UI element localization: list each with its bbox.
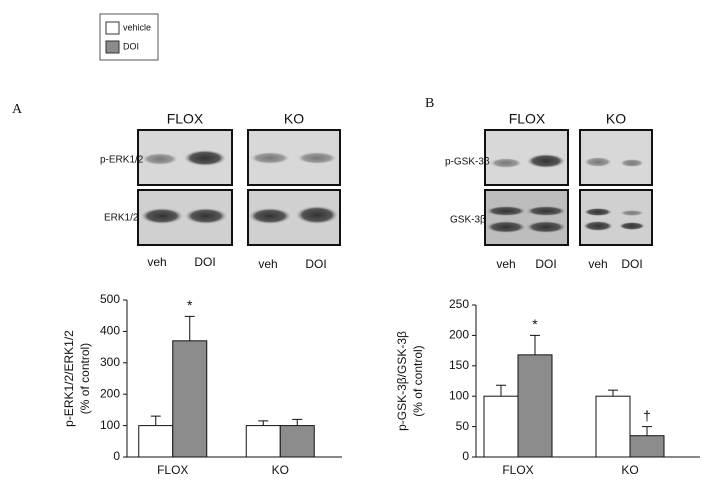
bar <box>245 425 281 458</box>
lane-label: veh <box>588 257 607 271</box>
y-axis-label: (% of control) <box>78 343 92 414</box>
y-tick-label: 500 <box>100 292 120 306</box>
error-bar <box>496 384 506 397</box>
error-bar <box>150 415 161 426</box>
y-tick-label: 400 <box>100 324 120 338</box>
panel-label: A <box>12 102 23 117</box>
legend-swatch <box>105 40 120 54</box>
band <box>619 222 645 230</box>
y-tick-label: 0 <box>113 449 120 463</box>
y-axis-label: p-ERK1/2/ERK1/2 <box>62 330 76 427</box>
blot-group-label: KO <box>284 111 304 127</box>
blot-row-label: ERK1/2 <box>104 213 139 224</box>
y-tick-label: 150 <box>449 358 469 372</box>
band <box>141 208 183 224</box>
lane-label: veh <box>258 257 277 271</box>
x-tick-label: FLOX <box>157 463 188 477</box>
blot <box>579 189 653 246</box>
legend-swatch <box>105 21 120 35</box>
legend-label: vehicle <box>123 22 151 32</box>
error-bar <box>258 420 269 426</box>
x-tick-label: KO <box>272 463 289 477</box>
lane-label: veh <box>147 255 166 269</box>
band <box>184 150 226 166</box>
bar <box>172 340 208 458</box>
band <box>490 158 522 168</box>
error-bar <box>642 426 652 436</box>
band <box>527 154 565 168</box>
blot-group-label: FLOX <box>509 111 546 127</box>
error-bar <box>530 334 540 355</box>
x-tick-label: KO <box>621 463 638 477</box>
band <box>584 157 612 167</box>
panel-label: B <box>425 96 434 111</box>
annotation: † <box>643 407 651 423</box>
band <box>296 206 338 224</box>
y-tick-label: 100 <box>449 388 469 402</box>
band <box>250 152 290 164</box>
lane-label: DOI <box>621 257 642 271</box>
lane-label: DOI <box>305 257 326 271</box>
error-bar <box>184 315 195 341</box>
bar <box>595 395 631 458</box>
bar <box>517 354 553 458</box>
x-tick-label: FLOX <box>502 463 533 477</box>
band <box>185 208 227 224</box>
error-bar <box>608 389 618 397</box>
band <box>249 208 291 224</box>
band <box>486 221 526 233</box>
blot <box>579 129 653 186</box>
bar <box>483 395 519 458</box>
lane-label: DOI <box>194 255 215 269</box>
blot-row-label: GSK-3β <box>450 215 486 226</box>
y-tick-label: 100 <box>100 418 120 432</box>
band <box>142 153 178 165</box>
annotation: * <box>187 297 193 313</box>
y-tick-label: 200 <box>449 328 469 342</box>
lane-label: veh <box>496 257 515 271</box>
band <box>526 221 566 233</box>
blot-row-label: p-GSK-3β <box>445 157 490 168</box>
blots <box>137 129 653 246</box>
y-tick-label: 50 <box>456 419 470 433</box>
lane-label: DOI <box>535 257 556 271</box>
blot-row-label: p-ERK1/2 <box>100 155 144 166</box>
y-tick-label: 200 <box>100 386 120 400</box>
y-axis-label: (% of control) <box>411 345 425 416</box>
y-axis-label: p-GSK-3β/GSK-3β <box>395 331 409 431</box>
band <box>584 208 612 216</box>
legend-label: DOI <box>123 41 139 51</box>
annotation: * <box>532 316 538 332</box>
band <box>583 221 613 231</box>
blot-group-label: FLOX <box>167 111 204 127</box>
blot-group-label: KO <box>606 111 626 127</box>
band <box>486 206 526 216</box>
bar <box>138 425 174 458</box>
y-tick-label: 0 <box>462 449 469 463</box>
y-tick-label: 300 <box>100 355 120 369</box>
bar <box>629 435 665 458</box>
band <box>620 210 644 216</box>
y-tick-label: 250 <box>449 297 469 311</box>
band <box>620 159 644 167</box>
band <box>297 152 337 164</box>
blot <box>484 189 569 246</box>
bar <box>279 425 315 458</box>
error-bar <box>292 418 303 426</box>
band <box>526 206 566 216</box>
